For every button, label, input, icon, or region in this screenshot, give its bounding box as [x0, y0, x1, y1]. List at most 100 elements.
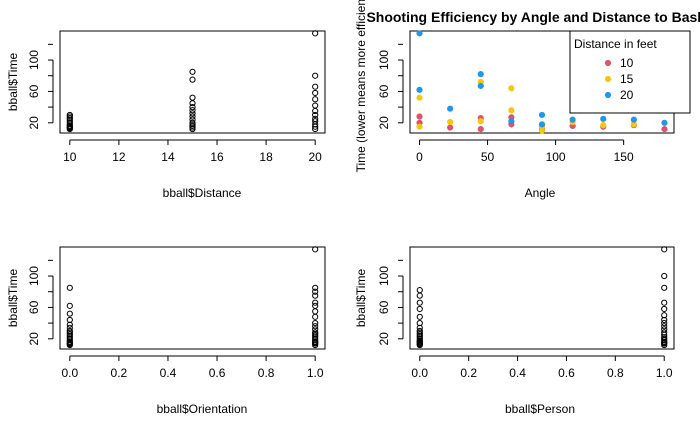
point	[189, 113, 196, 120]
point-series-15	[600, 122, 607, 129]
point	[312, 118, 319, 125]
point	[312, 30, 319, 37]
point	[189, 68, 196, 75]
panel-3: 0.0 0.2 0.4 0.6 0.8 1.0 20 60 100 bball$Orientati…	[6, 246, 326, 416]
y-tick-label: 60	[27, 300, 41, 314]
point-series-20	[447, 105, 454, 112]
x-tick-label: 0.0	[411, 366, 428, 380]
point-series-20	[569, 116, 576, 123]
x-axis: 10 12 14 16 18 20	[63, 139, 322, 164]
point-series-20	[477, 71, 484, 78]
point-series-20	[630, 116, 637, 123]
x-tick-label: 0.6	[558, 366, 575, 380]
x-tick-label: 0	[416, 150, 423, 164]
legend-marker-10	[604, 59, 612, 67]
point	[312, 111, 319, 119]
point	[189, 76, 196, 83]
x-tick-label: 0.8	[607, 366, 624, 380]
point	[189, 107, 196, 114]
point	[312, 115, 319, 122]
x-tick-label: 100	[546, 150, 566, 164]
point	[312, 326, 319, 333]
x-tick-label: 150	[614, 150, 634, 164]
plot-frame	[59, 30, 326, 134]
point	[66, 324, 73, 331]
x-tick-label: 0.0	[61, 366, 78, 380]
point	[189, 110, 196, 117]
x-tick-label: 16	[210, 150, 224, 164]
data-points	[66, 30, 319, 133]
point	[661, 272, 668, 280]
x-tick-label: 14	[161, 150, 175, 164]
x-tick-label: 50	[481, 150, 495, 164]
y-axis: 20 60 100	[377, 43, 404, 129]
point	[661, 312, 668, 319]
point	[416, 320, 423, 327]
point-series-15	[508, 107, 515, 114]
x-tick-label: 0.2	[111, 366, 128, 380]
y-axis-label: bball$Time	[6, 269, 20, 328]
point	[416, 305, 423, 313]
x-axis-label: bball$Distance	[163, 186, 242, 200]
point	[312, 323, 319, 330]
point	[312, 320, 319, 327]
point-series-15	[477, 118, 484, 125]
plot-frame	[59, 246, 326, 350]
point	[312, 72, 319, 79]
point	[66, 327, 73, 335]
x-tick-label: 12	[112, 150, 126, 164]
y-tick-label: 100	[27, 266, 41, 286]
point-series-10	[661, 125, 668, 133]
point	[661, 246, 668, 253]
point	[66, 302, 73, 309]
plot-frame	[409, 246, 675, 350]
point-series-20	[416, 30, 423, 37]
y-tick-label: 60	[27, 84, 41, 98]
x-tick-label: 0.4	[509, 366, 526, 380]
point	[189, 94, 196, 101]
x-tick-label: 10	[63, 150, 77, 164]
point	[312, 308, 319, 315]
point	[661, 284, 668, 291]
legend-label: 15	[620, 72, 634, 86]
y-tick-label: 20	[27, 332, 41, 346]
point-series-20	[416, 86, 423, 93]
point	[416, 292, 423, 299]
y-axis-label: bball$Time	[354, 269, 368, 328]
x-tick-label: 0.6	[209, 366, 226, 380]
x-axis: 0 50 100 150	[416, 139, 634, 164]
point-series-20	[661, 119, 668, 126]
x-axis-label: bball$Person	[505, 402, 575, 416]
legend-box	[569, 30, 691, 114]
point-series-10	[447, 124, 454, 131]
x-tick-label: 1.0	[307, 366, 324, 380]
point	[312, 102, 319, 109]
point	[312, 96, 319, 103]
chart-title: Shooting Efficiency by Angle and Distanc…	[366, 9, 700, 25]
point	[661, 320, 668, 327]
panel-1: 10 12 14 16 18 20 20 60 100 bball$Distance bball$T…	[6, 30, 326, 200]
point	[189, 104, 196, 111]
data-points	[66, 246, 319, 349]
panel-2: 0 50 100 150 20 60 100 Angle Time (lower means m…	[354, 0, 700, 200]
point	[661, 323, 668, 330]
point	[661, 326, 668, 333]
point	[189, 116, 196, 123]
point	[312, 246, 319, 253]
point-series-15	[508, 85, 515, 92]
legend-label: 10	[620, 56, 634, 70]
point-series-20	[538, 121, 546, 128]
point-series-20	[600, 115, 607, 122]
y-axis: 20 60 100	[27, 43, 54, 130]
x-axis-label: bball$Orientation	[157, 402, 248, 416]
x-tick-label: 1.0	[656, 366, 673, 380]
y-axis: 20 60 100	[377, 259, 404, 345]
x-axis: 0.0 0.2 0.4 0.6 0.8 1.0	[61, 355, 324, 380]
point	[312, 288, 319, 295]
y-tick-label: 100	[377, 266, 391, 286]
point	[312, 284, 319, 291]
y-tick-label: 100	[27, 50, 41, 70]
y-tick-label: 20	[27, 116, 41, 130]
point-series-15	[416, 94, 423, 101]
